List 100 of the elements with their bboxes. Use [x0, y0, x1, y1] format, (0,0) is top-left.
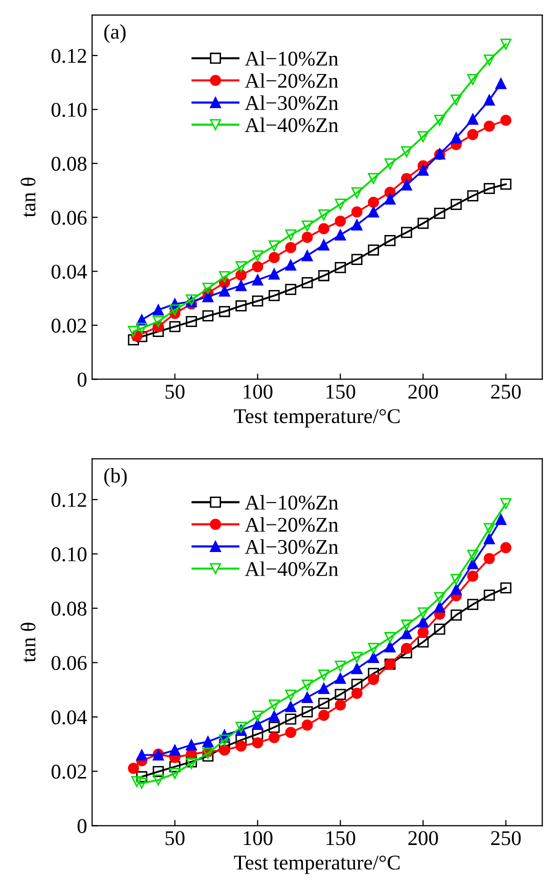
y-tick-label: 0.06: [52, 210, 87, 225]
point: [302, 692, 313, 703]
point: [236, 722, 247, 733]
point: [152, 326, 164, 338]
point: [484, 590, 495, 601]
legend-label: Al−10%Zn: [244, 51, 338, 66]
point: [500, 498, 512, 510]
point: [467, 74, 478, 86]
legend-label: Al−40%Zn: [244, 561, 338, 576]
x-tick-label: 250: [491, 831, 521, 846]
point: [334, 660, 346, 672]
point: [236, 280, 247, 292]
point: [368, 674, 380, 686]
point: [467, 570, 478, 582]
point: [434, 208, 446, 219]
point: [495, 78, 506, 90]
point: [252, 250, 264, 262]
legend-label: Al−40%Zn: [244, 118, 338, 132]
point: [152, 774, 164, 786]
point: [236, 740, 247, 752]
point: [318, 670, 330, 681]
point: [252, 728, 264, 740]
point: [152, 304, 164, 316]
point: [186, 316, 197, 328]
x-tick-label: 200: [408, 831, 438, 846]
x-tick-label: 200: [408, 384, 438, 399]
point: [169, 304, 180, 316]
point: [285, 229, 296, 240]
point: [368, 642, 380, 654]
x-tick-label: 150: [326, 384, 356, 399]
point: [302, 277, 313, 288]
point: [450, 584, 462, 595]
point: [484, 552, 495, 564]
point: [285, 701, 296, 712]
y-tick-label: 0: [78, 819, 86, 834]
point: [418, 218, 429, 229]
point: [334, 699, 346, 711]
y-tick-label: 0.10: [52, 547, 86, 562]
point: [495, 514, 506, 525]
point: [500, 542, 512, 554]
y-tick-label: 0.06: [52, 656, 87, 670]
point: [136, 778, 148, 789]
point: [285, 242, 296, 254]
legend-label: Al−30%Zn: [244, 95, 338, 110]
point: [285, 726, 296, 738]
point: [218, 306, 230, 318]
point: [218, 744, 230, 756]
point: [302, 220, 313, 232]
point: [128, 334, 140, 346]
point: [384, 641, 396, 652]
point: [500, 178, 512, 190]
point: [401, 628, 412, 640]
x-tick-label: 250: [491, 384, 521, 399]
y-tick-label: 0.04: [52, 264, 87, 279]
point: [268, 240, 280, 252]
point: [252, 274, 264, 286]
point: [418, 636, 429, 648]
legend-label: Al−20%Zn: [244, 73, 338, 88]
annotation: (a): [104, 24, 126, 44]
point: [450, 198, 462, 210]
point: [334, 688, 346, 700]
point: [285, 690, 296, 701]
point: [302, 720, 313, 731]
point: [467, 550, 478, 561]
point: [368, 172, 380, 184]
point: [334, 229, 346, 240]
point: [450, 609, 462, 621]
point: [368, 196, 380, 208]
point: [351, 678, 362, 690]
y-tick-label: 0: [78, 372, 86, 387]
point: [351, 254, 362, 266]
point: [268, 268, 280, 280]
y-tick-label: 0.08: [52, 602, 86, 616]
point: [334, 262, 346, 274]
point: [236, 261, 247, 272]
point: [169, 768, 180, 780]
point: [418, 616, 429, 628]
x-tick-label: 100: [244, 384, 272, 399]
point: [318, 698, 330, 709]
point: [434, 601, 446, 612]
y-axis-title: tan θ: [20, 622, 36, 662]
point: [351, 663, 362, 674]
point: [334, 672, 346, 684]
point: [268, 732, 280, 744]
point: [268, 722, 280, 733]
point: [236, 270, 247, 281]
point: [418, 131, 429, 142]
point: [384, 632, 396, 644]
point: [302, 706, 313, 718]
point: [467, 128, 478, 140]
point: [368, 668, 380, 680]
point: [334, 198, 346, 210]
point: [318, 710, 330, 721]
point: [484, 54, 495, 66]
point: [252, 737, 264, 748]
legend-label: Al−30%Zn: [244, 539, 338, 554]
point: [252, 295, 264, 307]
y-axis-title: tan θ: [20, 178, 36, 218]
point: [384, 158, 396, 170]
point: [285, 284, 296, 295]
